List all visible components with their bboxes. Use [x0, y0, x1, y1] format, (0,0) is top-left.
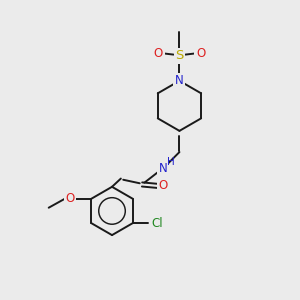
Text: O: O — [159, 179, 168, 192]
Text: O: O — [154, 47, 163, 60]
Text: O: O — [65, 192, 74, 206]
Text: H: H — [167, 158, 175, 167]
Text: O: O — [196, 47, 205, 60]
Text: N: N — [159, 162, 168, 175]
Text: S: S — [175, 49, 184, 62]
Text: N: N — [175, 74, 184, 87]
Text: Cl: Cl — [151, 217, 163, 230]
